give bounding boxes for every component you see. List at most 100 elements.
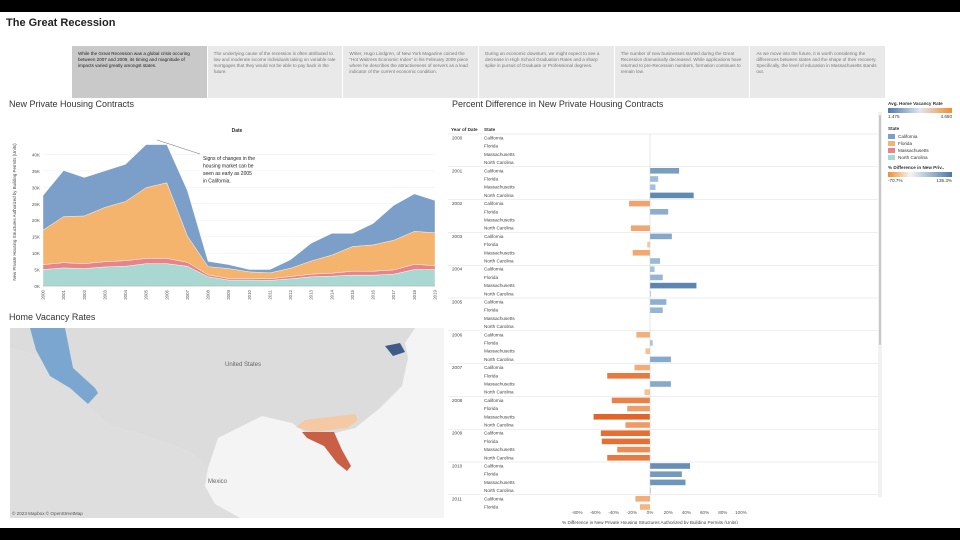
bar-2002-north-carolina (630, 225, 650, 231)
state-label: Florida (484, 472, 498, 477)
bar-2005-florida (650, 307, 663, 313)
story-point-6[interactable]: As we move into the future, it is worth … (750, 46, 887, 98)
vacancy-max: 4.650 (940, 114, 953, 119)
bar-2001-florida (650, 176, 659, 182)
state-label: North Carolina (484, 324, 514, 329)
state-label: North Carolina (484, 488, 514, 493)
x-tick-label: 100% (735, 510, 747, 515)
bar-2007-north-carolina (644, 389, 650, 395)
legend-item-north-carolina[interactable]: North Carolina (888, 154, 960, 161)
north-carolina-state (296, 414, 358, 432)
x-tick-label: 2014 (329, 289, 334, 299)
pct-gradient (888, 172, 952, 177)
bar-2007-california (634, 364, 650, 371)
x-tick-label: 60% (700, 510, 709, 515)
state-label: Florida (484, 308, 498, 313)
x-tick-label: 2013 (309, 289, 314, 299)
state-label: California (484, 168, 504, 173)
header-year: Year of Date (451, 127, 478, 132)
state-label: California (484, 496, 504, 501)
header-state: State (484, 127, 496, 132)
state-label: North Carolina (484, 226, 514, 231)
state-label: Florida (484, 373, 498, 378)
bar-2010-north-carolina (650, 487, 651, 494)
vacancy-map[interactable]: United States Mexico (10, 328, 444, 518)
state-label: Massachusetts (484, 185, 515, 190)
story-point-4[interactable]: During an economic downturn, we might ex… (479, 46, 615, 98)
dashboard: The Great Recession While the Great Rece… (0, 12, 960, 528)
bar-2008-california (611, 397, 650, 404)
x-tick-label: 2015 (350, 289, 355, 299)
bar-2007-massachusetts (650, 381, 671, 387)
x-tick-label: 2001 (61, 289, 66, 299)
bar-chart[interactable]: Year of Date State 2000 California Florida Ma… (448, 112, 880, 524)
story-point-3[interactable]: Writer, Hugo Lindgren, of New York Magaz… (343, 46, 480, 98)
annotation-line: seen as early as 2005 (203, 171, 252, 177)
y-tick-label: 30K (32, 185, 41, 190)
state-label: Massachusetts (484, 349, 515, 354)
vacancy-gradient (888, 108, 952, 113)
x-tick-label: 2009 (226, 289, 231, 299)
state-label: Florida (484, 209, 498, 214)
state-label: Florida (484, 177, 498, 182)
legend-panel: Avg. Home Vacancy Rate 1.475 4.650 State… (888, 101, 960, 183)
y-tick-label: 20K (32, 218, 41, 223)
x-tick-label: 2010 (247, 289, 252, 299)
state-label: Massachusetts (484, 152, 515, 157)
area-series-california (42, 144, 436, 274)
scroll-thumb[interactable] (879, 115, 881, 345)
map-copyright: © 2023 Mapbox © OpenStreetMap (12, 511, 83, 516)
bar-2009-north-carolina (607, 455, 650, 461)
state-label: Florida (484, 341, 498, 346)
story-point-5[interactable]: The number of new businesses started dur… (614, 46, 751, 98)
story-point-2[interactable]: The underlying cause of the recession is… (207, 46, 344, 98)
legend-item-california[interactable]: California (888, 133, 960, 140)
x-tick-label: 80% (718, 510, 727, 515)
vacancy-min: 1.475 (888, 114, 900, 119)
state-label: North Carolina (484, 160, 514, 165)
legend-item-massachusetts[interactable]: Massachusetts (888, 147, 960, 154)
map-label-mexico: Mexico (208, 479, 228, 485)
y-tick-label: 35K (32, 169, 41, 174)
x-tick-label: -40% (608, 510, 619, 515)
story-point-1[interactable]: While the Great Recession was a global c… (72, 46, 208, 98)
bar-2006-north-carolina (650, 356, 671, 363)
x-tick-label: 2016 (371, 289, 376, 299)
year-label: 2009 (452, 431, 463, 436)
bar-chart-title: Percent Difference in New Private Housin… (452, 99, 664, 109)
x-tick-label: 2017 (391, 289, 396, 299)
x-tick-label: 2007 (185, 289, 190, 299)
bar-2010-massachusetts (650, 479, 686, 486)
area-chart[interactable]: Date 0K 5K 10K 15K 20K 25K 30K 35K 40K New Private… (0, 110, 445, 310)
bar-2001-massachusetts (650, 184, 656, 190)
state-label: North Carolina (484, 423, 514, 428)
state-label: California (484, 136, 504, 141)
legend-item-florida[interactable]: Florida (888, 140, 960, 147)
state-label: North Carolina (484, 455, 514, 460)
year-label: 2003 (452, 234, 463, 239)
state-label: Florida (484, 439, 498, 444)
year-label: 2011 (452, 496, 462, 501)
state-label: Florida (484, 505, 498, 510)
vacancy-legend-title: Avg. Home Vacancy Rate (888, 101, 943, 106)
pct-legend-title: % Difference in New Priv.. (888, 165, 945, 170)
bar-2011-california (635, 496, 650, 502)
state-label: Massachusetts (484, 447, 515, 452)
map-title: Home Vacancy Rates (9, 312, 96, 322)
annotation-pointer (156, 139, 201, 155)
state-label: North Carolina (484, 291, 514, 296)
florida-state (302, 432, 351, 471)
bar-2010-florida (650, 471, 682, 477)
x-tick-label: 2018 (412, 289, 417, 299)
bar-x-axis-label: % Difference in New Private Housing Stru… (562, 520, 738, 524)
annotation-line: housing market can be (203, 164, 254, 170)
state-label: Massachusetts (484, 480, 515, 485)
state-label: Massachusetts (484, 316, 515, 321)
map-label-us: United States (225, 362, 261, 368)
y-tick-label: 5K (34, 268, 41, 273)
year-label: 2001 (452, 168, 463, 173)
bar-2004-massachusetts (650, 282, 697, 289)
x-tick-label: -60% (590, 510, 601, 515)
bar-2004-california (650, 266, 655, 272)
dashboard-title: The Great Recession (6, 17, 116, 29)
